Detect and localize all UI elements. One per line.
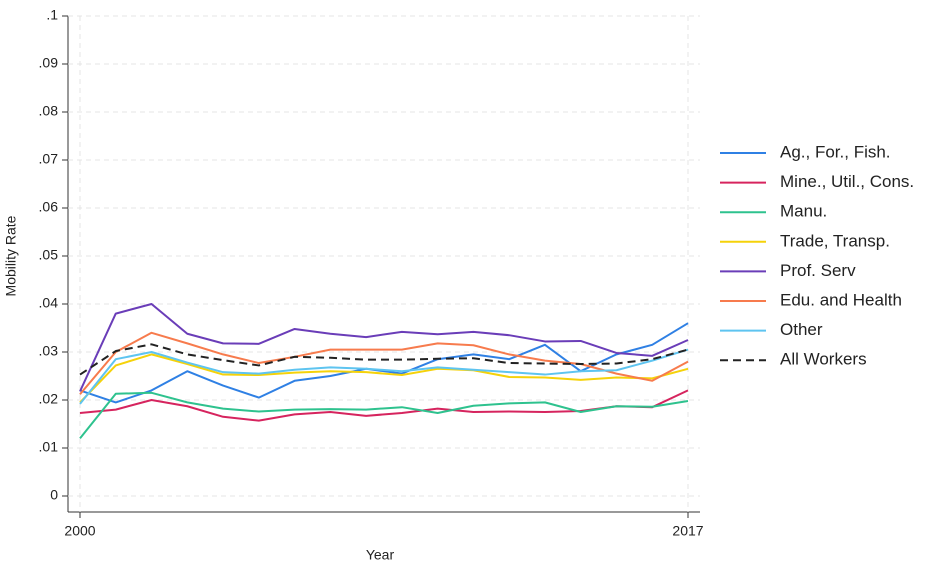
- legend-label: Trade, Transp.: [780, 231, 890, 250]
- series-line: [79, 353, 689, 404]
- x-tick-label: 2000: [64, 523, 95, 539]
- legend-label: Prof. Serv: [780, 261, 856, 280]
- series-line: [79, 391, 689, 440]
- y-tick-label: .08: [39, 103, 59, 119]
- y-tick-label: .07: [39, 151, 59, 167]
- legend-label: Ag., For., Fish.: [780, 142, 891, 161]
- y-tick-label: .06: [39, 199, 59, 215]
- x-tick-label: 2017: [672, 523, 703, 539]
- legend-label: Other: [780, 320, 823, 339]
- y-tick-label: .02: [39, 391, 59, 407]
- series-line: [79, 331, 689, 395]
- y-axis-label: Mobility Rate: [3, 215, 19, 296]
- y-tick-label: .05: [39, 247, 59, 263]
- y-tick-label: .09: [39, 55, 59, 71]
- x-axis-label: Year: [366, 547, 395, 563]
- y-tick-label: .01: [39, 439, 59, 455]
- y-tick-label: .04: [39, 295, 59, 311]
- y-tick-label: .03: [39, 343, 59, 359]
- series-line: [79, 322, 689, 404]
- legend-label: Manu.: [780, 202, 827, 221]
- series-line: [79, 343, 689, 376]
- y-tick-label: .1: [46, 7, 58, 23]
- series-line: [79, 303, 689, 392]
- series-line: [79, 389, 689, 422]
- y-tick-label: 0: [50, 487, 58, 503]
- legend-label: Mine., Util., Cons.: [780, 172, 914, 191]
- series-line: [79, 348, 689, 405]
- legend-label: Edu. and Health: [780, 290, 902, 309]
- legend-label: All Workers: [780, 350, 867, 369]
